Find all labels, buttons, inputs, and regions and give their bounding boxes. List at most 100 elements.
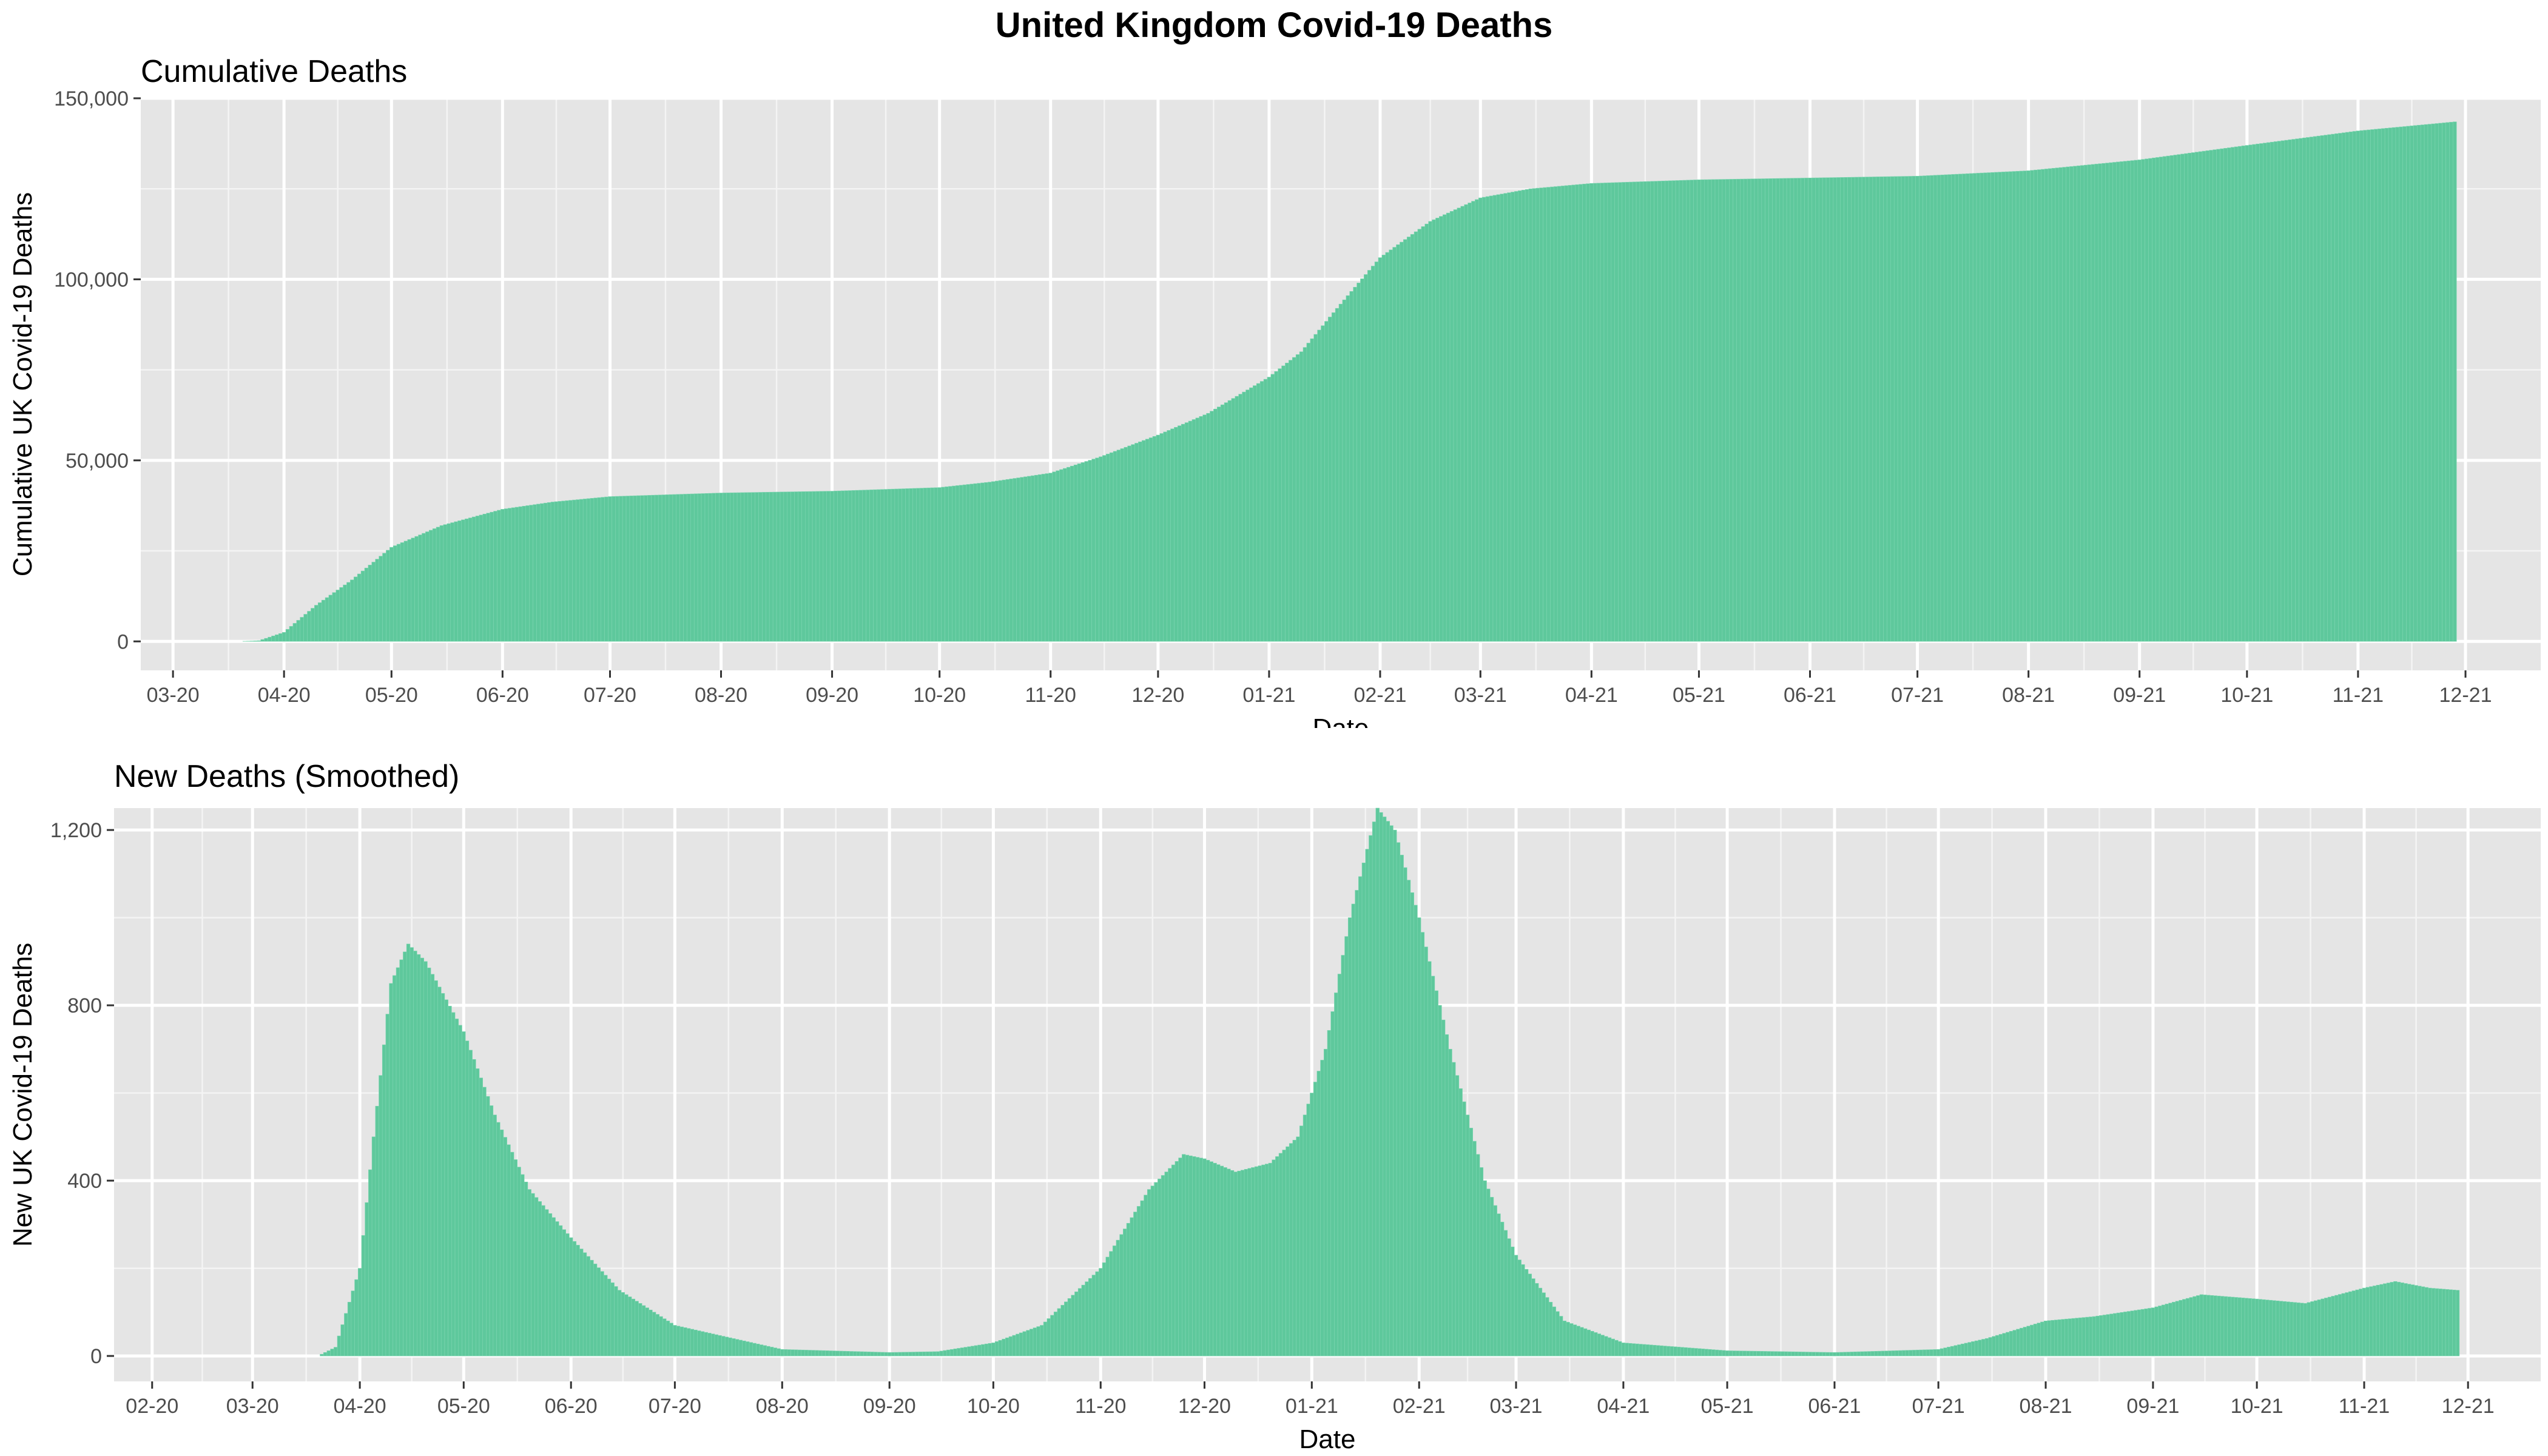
bar [1690,1347,1695,1357]
bar [1102,455,1107,642]
bar [351,1290,355,1357]
bar [988,482,992,642]
bar [1462,1101,1466,1357]
bar [1568,185,1572,642]
bar [2449,122,2453,642]
bar [687,493,691,642]
bar [769,491,774,642]
bar [1840,177,1844,642]
bar [1320,1060,1324,1357]
bar [1434,990,1438,1357]
bar [596,1267,601,1357]
bar [2376,1284,2380,1357]
bar [2345,132,2350,642]
bar [998,480,1003,642]
bar [1077,463,1082,642]
bar [561,500,565,642]
bar [2209,150,2214,642]
bar [2148,158,2152,642]
bar [504,508,508,642]
bar [994,480,999,642]
bar [2058,167,2063,642]
bar [406,943,411,1357]
bar [400,542,405,642]
bar [471,516,476,642]
bar [2254,1298,2259,1357]
bar [852,1351,857,1357]
x-tick-label: 10-20 [967,1395,1020,1418]
bar [966,484,971,642]
new-deaths-chart: 02-20 03-20 04-20 05-20 06-20 07-20 08-20 09-20… [8,807,2541,1454]
bar [2026,170,2031,642]
bar [1589,183,1594,642]
bar [1858,177,1862,642]
bar [1983,172,1988,642]
bar [325,597,329,642]
x-tick-label: 09-20 [863,1395,916,1418]
bar [2106,1314,2110,1357]
bar [1818,1352,1823,1357]
bar [1545,1297,1549,1357]
bar [1768,178,1773,642]
bar [1414,905,1418,1357]
bar [1247,1168,1252,1357]
bar [2140,1309,2145,1357]
bar [1016,1333,1020,1357]
bar [2356,130,2361,642]
bar [723,493,727,642]
bar [615,496,619,642]
bar [1833,177,1838,642]
bar [762,492,766,642]
bar [2406,126,2410,642]
bar [2270,141,2274,642]
bar [407,539,412,642]
bar [1750,178,1755,642]
bar [2234,1297,2239,1357]
bar [1452,1062,1456,1357]
bar [1618,1341,1622,1357]
bar [2213,1295,2217,1357]
bar [427,968,431,1357]
bar [2272,1300,2276,1357]
bar [740,492,745,642]
bar [823,491,827,642]
x-tick-label: 07-21 [1912,1395,1965,1418]
bar [697,1330,701,1357]
bar [621,1292,625,1357]
bar [937,487,942,642]
bar [1919,175,1923,642]
bar [1478,197,1483,642]
bar [945,487,949,642]
bar [2410,1284,2415,1357]
bar [1777,1351,1781,1357]
bar [2263,143,2267,642]
bar [909,488,913,642]
bar [2262,1299,2266,1357]
bar [2080,165,2085,642]
bar [1569,1323,1574,1357]
bar [332,592,337,642]
bar [1351,903,1355,1357]
bar [2331,133,2335,642]
bar [977,483,981,642]
bar [1600,1335,1605,1357]
bar [454,1019,459,1357]
bar [628,1296,632,1357]
bar [2420,124,2425,642]
bar [1070,465,1074,642]
bar [862,490,866,642]
bar [952,485,956,642]
bar [1872,177,1877,642]
bar [2245,145,2250,642]
bar [296,620,301,642]
bar [625,496,630,642]
bar [2338,133,2342,642]
bar [1481,197,1486,642]
bar [2342,132,2346,642]
bar [2085,1316,2089,1357]
bar [977,1344,982,1357]
bar [425,531,430,642]
bar [622,496,627,642]
bar [538,1201,542,1357]
bar [780,491,784,642]
